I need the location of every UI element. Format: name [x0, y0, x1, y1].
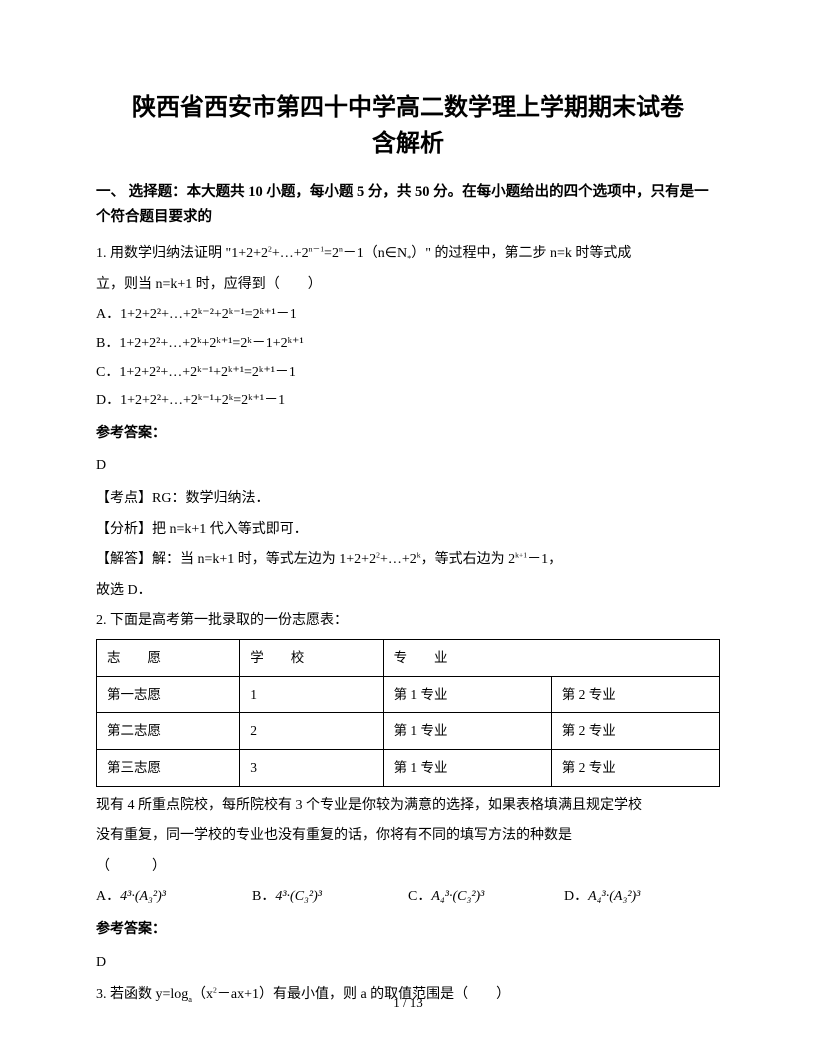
q2-p2: 没有重复，同一学校的专业也没有重复的话，你将有不同的填写方法的种数是 — [96, 823, 720, 850]
table-row: 志 愿 学 校 专 业 — [97, 640, 720, 677]
q2-options: A．4³·(A₃²)³ B．4³·(C₃²)³ C．A₄³·(C₃²)³ D．A… — [96, 884, 720, 911]
section-1-header: 一、 选择题：本大题共 10 小题，每小题 5 分，共 50 分。在每小题给出的… — [96, 180, 720, 229]
q1-answer: D — [96, 453, 720, 480]
q2-stem: 2. 下面是高考第一批录取的一份志愿表： — [96, 608, 720, 635]
q1-stem2: 立，则当 n=k+1 时，应得到（ ） — [96, 272, 720, 299]
page-number: 1 / 13 — [0, 991, 816, 1016]
q1-jieda: 【解答】解：当 n=k+1 时，等式左边为 1+2+22+…+2k，等式右边为 … — [96, 547, 720, 574]
q2-opt-b: B．4³·(C₃²)³ — [252, 884, 408, 911]
table-row: 第二志愿 2 第 1 专业 第 2 专业 — [97, 713, 720, 750]
th-school: 学 校 — [240, 640, 383, 677]
q1-opt-b: B．1+2+2²+…+2ᵏ+2ᵏ⁺¹=2ᵏ－1+2ᵏ⁺¹ — [96, 331, 720, 358]
title-line2: 含解析 — [372, 131, 444, 157]
th-wish: 志 愿 — [97, 640, 240, 677]
q1-stem: 1. 用数学归纳法证明 "1+2+22+…+2n－1=2n－1（n∈N*）" 的… — [96, 241, 720, 268]
table-row: 第三志愿 3 第 1 专业 第 2 专业 — [97, 749, 720, 786]
q2-opt-c: C．A₄³·(C₃²)³ — [408, 884, 564, 911]
q1-opt-d: D．1+2+2²+…+2ᵏ⁻¹+2ᵏ=2ᵏ⁺¹－1 — [96, 388, 720, 415]
q2-p1: 现有 4 所重点院校，每所院校有 3 个专业是你较为满意的选择，如果表格填满且规… — [96, 793, 720, 820]
q2-answer-label: 参考答案： — [96, 917, 720, 944]
q2-p3: （ ） — [96, 854, 720, 881]
table-row: 第一志愿 1 第 1 专业 第 2 专业 — [97, 676, 720, 713]
title-line1: 陕西省西安市第四十中学高二数学理上学期期末试卷 — [132, 95, 684, 121]
q1-opt-c: C．1+2+2²+…+2ᵏ⁻¹+2ᵏ⁺¹=2ᵏ⁺¹－1 — [96, 360, 720, 387]
th-major: 专 业 — [383, 640, 719, 677]
q2-opt-d: D．A₄³·(A₃²)³ — [564, 884, 720, 911]
q2-opt-a: A．4³·(A₃²)³ — [96, 884, 252, 911]
q1-fenxi: 【分析】把 n=k+1 代入等式即可． — [96, 517, 720, 544]
q1-opt-a: A．1+2+2²+…+2ᵏ⁻²+2ᵏ⁻¹=2ᵏ⁺¹－1 — [96, 302, 720, 329]
q1-answer-label: 参考答案： — [96, 421, 720, 448]
page-title: 陕西省西安市第四十中学高二数学理上学期期末试卷 含解析 — [96, 90, 720, 162]
q1-guxuan: 故选 D． — [96, 578, 720, 605]
q2-answer: D — [96, 950, 720, 977]
q2-table: 志 愿 学 校 专 业 第一志愿 1 第 1 专业 第 2 专业 第二志愿 2 … — [96, 639, 720, 787]
q1-kaodian: 【考点】RG：数学归纳法． — [96, 486, 720, 513]
